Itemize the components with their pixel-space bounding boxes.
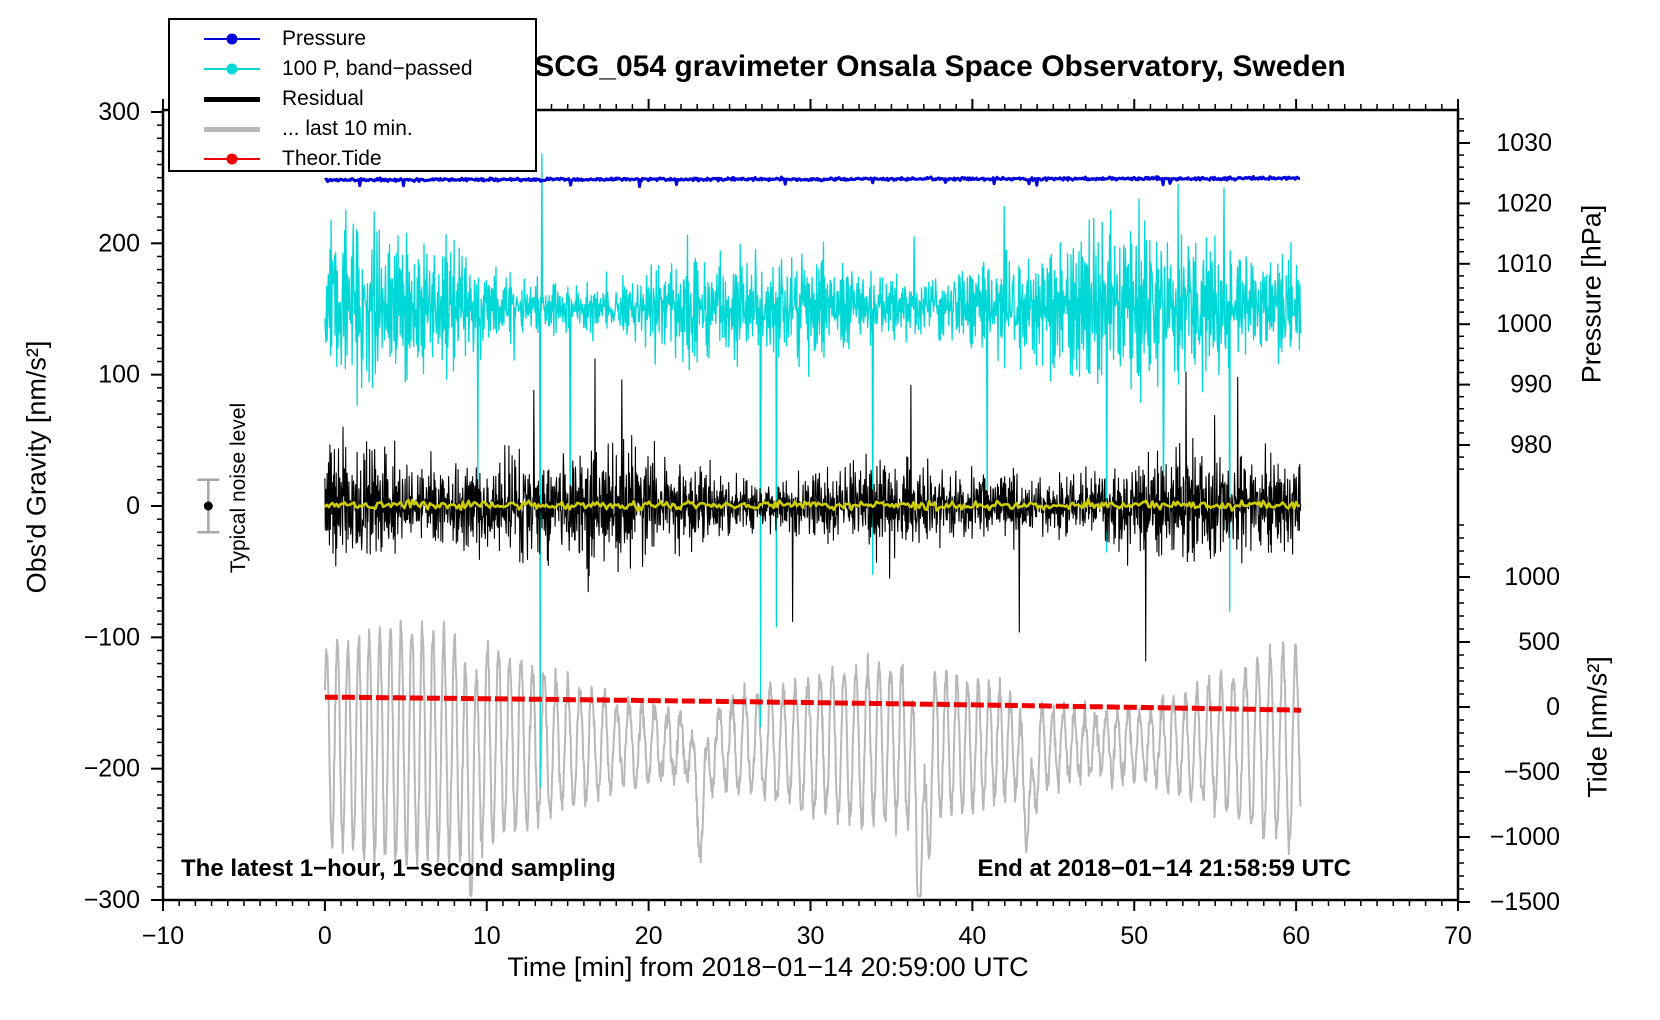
left-tick-label: 0 [126,492,140,520]
legend-dot-icon [226,33,238,44]
pressure-tick-label: 1010 [1496,250,1552,278]
tide-tick-label: −1500 [1490,888,1560,916]
x-tick-label: 0 [318,922,332,950]
series-residual-trace [324,358,1302,662]
legend-item-label: 100 P, band−passed [282,56,473,80]
noise-level-label: Typical noise level [227,402,250,574]
series-bandpassed-trace [324,153,1302,788]
legend-item-label: Pressure [282,26,367,50]
series-pressure-trace [324,175,1301,188]
x-tick-label: 10 [473,922,501,950]
left-tick-label: 100 [98,361,140,389]
noise-dot [203,501,213,511]
x-tick-label: 40 [958,922,986,950]
pressure-tick-label: 1020 [1496,189,1552,217]
legend-item-label: ... last 10 min. [282,116,413,140]
sampling-annotation: The latest 1−hour, 1−second sampling [181,855,616,882]
legend-item-label: Residual [282,86,364,110]
left-axis-title: Obs'd Gravity [nm/s²] [21,340,52,594]
tide-tick-label: 1000 [1504,563,1560,591]
x-tick-label: 20 [635,922,663,950]
tide-axis-title: Tide [nm/s²] [1582,656,1613,798]
x-tick-label: 70 [1444,922,1472,950]
legend-item-pressure: Pressure [170,25,535,52]
pressure-tick-label: 1030 [1496,129,1552,157]
legend-item-label: Theor.Tide [282,146,382,170]
x-tick-label: 60 [1282,922,1310,950]
left-tick-label: 200 [98,229,140,257]
legend-item-100-p-band-passed: 100 P, band−passed [170,55,535,82]
pressure-tick-label: 1000 [1496,310,1552,338]
legend-item-residual: Residual [170,85,535,112]
left-tick-label: −100 [84,623,140,651]
x-tick-label: 30 [797,922,825,950]
series-last10-trace [323,619,1302,898]
legend-dot-icon [226,63,238,74]
pressure-tick-label: 980 [1510,431,1552,459]
tide-tick-label: 0 [1546,693,1560,721]
tide-tick-label: −500 [1504,758,1560,786]
plot-frame [161,108,1460,902]
legend-item-theor-tide: Theor.Tide [170,145,535,172]
end-time-annotation: End at 2018−01−14 21:58:59 UTC [977,855,1351,882]
series-tide-trace [324,694,1302,713]
tide-tick-label: 500 [1518,628,1560,656]
pressure-tick-label: 990 [1510,371,1552,399]
series-smoothed-trace [323,497,1301,512]
x-axis-title: Time [min] from 2018−01−14 20:59:00 UTC [507,952,1029,982]
left-tick-label: −300 [84,886,140,914]
tide-tick-label: −1000 [1490,823,1560,851]
left-tick-label: −200 [84,755,140,783]
legend-box: Pressure 100 P, band−passed Residual ... la… [168,18,537,172]
legend-item--last-10-min-: ... last 10 min. [170,115,535,142]
left-tick-label: 300 [98,98,140,126]
x-tick-label: −10 [142,922,184,950]
chart-title: SCG_054 gravimeter Onsala Space Observat… [534,50,1346,83]
legend-dot-icon [226,153,238,164]
x-tick-label: 50 [1120,922,1148,950]
pressure-axis-title: Pressure [hPa] [1576,204,1607,384]
